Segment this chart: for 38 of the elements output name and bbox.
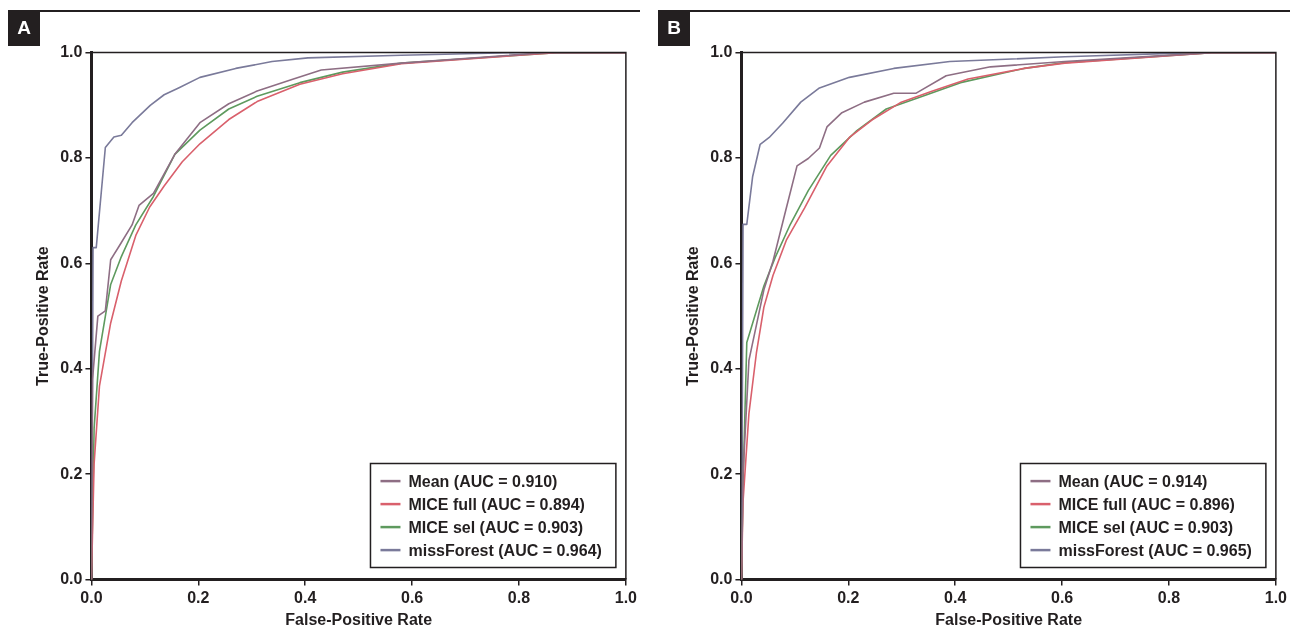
- chart-title: B: [658, 10, 690, 46]
- y-tick-label: 0.8: [710, 148, 733, 166]
- legend-label: Mean (AUC = 0.914): [1058, 472, 1208, 490]
- x-tick-label: 1.0: [614, 588, 638, 606]
- x-tick-label: 0.6: [400, 588, 424, 606]
- y-tick-label: 0.6: [60, 253, 83, 271]
- legend-label: MICE full (AUC = 0.894): [408, 495, 585, 513]
- y-tick-label: 1.0: [710, 43, 733, 61]
- legend-label: missForest (AUC = 0.964): [408, 541, 602, 559]
- legend-label: MICE sel (AUC = 0.903): [408, 518, 584, 536]
- y-tick-label: 0.6: [710, 253, 733, 271]
- x-tick-label: 0.2: [837, 588, 860, 606]
- y-tick-label: 1.0: [60, 43, 83, 61]
- x-tick-label: 0.0: [730, 588, 753, 606]
- legend-label: missForest (AUC = 0.965): [1058, 541, 1252, 559]
- x-tick-label: 1.0: [1264, 588, 1288, 606]
- x-tick-label: 0.8: [507, 588, 531, 606]
- x-tick-label: 0.0: [80, 588, 103, 606]
- chart-title: A: [8, 10, 40, 46]
- x-tick-label: 0.6: [1050, 588, 1074, 606]
- x-tick-label: 0.4: [944, 588, 967, 606]
- y-tick-label: 0.4: [60, 359, 83, 377]
- legend-label: MICE sel (AUC = 0.903): [1058, 518, 1234, 536]
- y-tick-label: 0.2: [60, 464, 83, 482]
- y-tick-label: 0.4: [710, 359, 733, 377]
- x-axis-title: False-Positive Rate: [935, 610, 1083, 628]
- y-tick-label: 0.0: [710, 570, 733, 588]
- y-axis-title: True-Positive Rate: [684, 246, 702, 386]
- x-tick-label: 0.2: [187, 588, 210, 606]
- legend-label: MICE full (AUC = 0.896): [1058, 495, 1235, 513]
- x-tick-label: 0.4: [294, 588, 317, 606]
- x-axis-title: False-Positive Rate: [285, 610, 433, 628]
- legend-label: Mean (AUC = 0.910): [408, 472, 558, 490]
- y-tick-label: 0.0: [60, 570, 83, 588]
- y-tick-label: 0.2: [710, 464, 733, 482]
- y-tick-label: 0.8: [60, 148, 83, 166]
- x-tick-label: 0.8: [1157, 588, 1181, 606]
- y-axis-title: True-Positive Rate: [34, 246, 52, 386]
